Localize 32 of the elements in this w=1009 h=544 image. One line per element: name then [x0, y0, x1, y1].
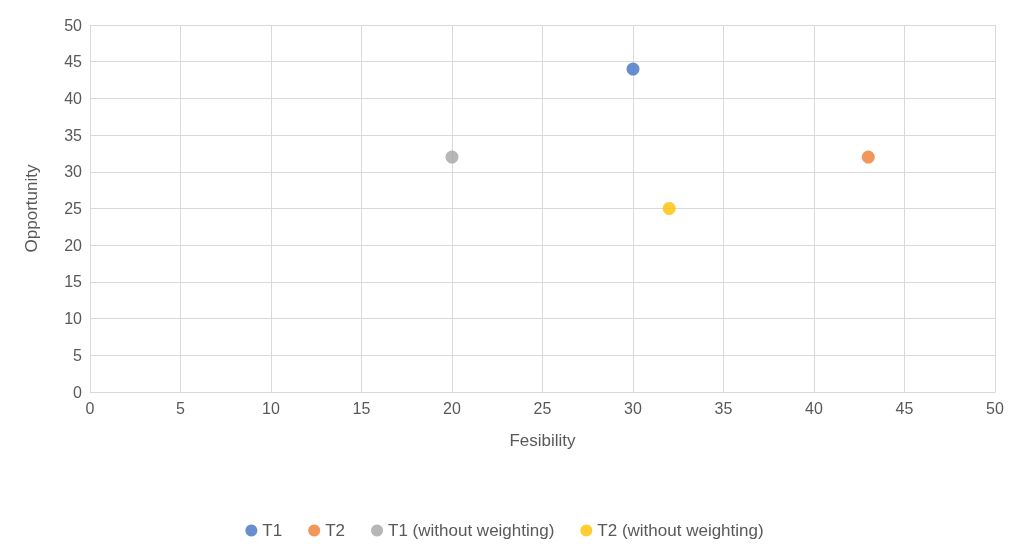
- point: [662, 202, 676, 215]
- y-tick-label: 50: [64, 16, 83, 34]
- x-tick-label: 40: [805, 399, 823, 417]
- x-tick-label: 10: [262, 399, 280, 417]
- legend-label: T1 (without weighting): [388, 521, 555, 540]
- legend-label: T2: [325, 521, 346, 540]
- point: [626, 62, 640, 76]
- x-tick-label: 25: [533, 399, 552, 417]
- legend-label: T2 (without weighting): [597, 521, 764, 540]
- y-tick-label: 15: [64, 273, 83, 291]
- x-axis-title: Fesibility: [509, 431, 577, 450]
- y-tick-label: 25: [64, 200, 83, 217]
- y-tick-label: 30: [64, 163, 83, 181]
- y-tick-label: 45: [64, 53, 83, 71]
- x-tick-label: 0: [85, 399, 95, 417]
- y-tick-label: 10: [64, 310, 83, 328]
- legend-label: T1: [262, 521, 283, 540]
- point: [445, 150, 459, 164]
- y-tick-label: 40: [64, 89, 83, 107]
- y-tick-label: 20: [64, 236, 83, 254]
- x-tick-label: 5: [176, 399, 186, 417]
- y-tick-label: 5: [73, 346, 83, 364]
- y-tick-label: 35: [64, 126, 83, 144]
- y-axis-title: Opportunity: [22, 164, 41, 253]
- y-tick-label: 0: [73, 383, 83, 401]
- x-tick-label: 15: [352, 399, 371, 417]
- x-tick-label: 30: [624, 399, 642, 417]
- x-tick-label: 50: [986, 399, 1004, 417]
- x-tick-label: 20: [443, 399, 461, 417]
- x-tick-label: 45: [895, 399, 914, 417]
- x-tick-label: 35: [714, 399, 733, 417]
- point: [861, 150, 875, 164]
